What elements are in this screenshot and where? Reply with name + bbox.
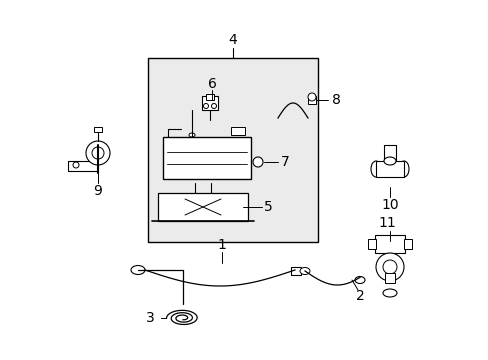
Bar [403, 239, 411, 249]
Circle shape [211, 104, 216, 108]
Circle shape [86, 141, 110, 165]
Ellipse shape [189, 133, 195, 137]
Bar [158, 193, 247, 221]
Circle shape [382, 260, 396, 274]
Bar [375, 161, 403, 177]
Text: 8: 8 [331, 93, 340, 107]
Text: 4: 4 [228, 33, 237, 47]
Bar [383, 145, 395, 161]
Bar [230, 127, 244, 135]
Bar [163, 137, 250, 179]
Circle shape [203, 104, 208, 108]
Bar [384, 273, 394, 283]
Circle shape [92, 147, 104, 159]
Bar [374, 235, 404, 253]
Ellipse shape [398, 161, 408, 177]
Bar [367, 239, 375, 249]
Bar [148, 58, 317, 242]
Bar [290, 267, 301, 275]
Text: 5: 5 [263, 200, 272, 214]
Text: 2: 2 [355, 289, 364, 303]
Text: 6: 6 [207, 77, 216, 91]
Bar [68, 161, 98, 171]
Text: 11: 11 [377, 216, 395, 230]
Ellipse shape [131, 266, 145, 275]
Text: 10: 10 [381, 198, 398, 212]
Ellipse shape [354, 276, 364, 284]
Bar [94, 127, 102, 132]
Bar [202, 96, 218, 110]
Bar [205, 94, 214, 100]
Ellipse shape [299, 267, 309, 275]
Ellipse shape [370, 161, 380, 177]
Circle shape [375, 253, 403, 281]
Text: 7: 7 [280, 155, 289, 169]
Circle shape [73, 162, 79, 168]
Ellipse shape [383, 157, 395, 165]
Text: 3: 3 [146, 311, 155, 325]
Text: 9: 9 [93, 184, 102, 198]
Ellipse shape [382, 289, 396, 297]
Text: 1: 1 [217, 238, 226, 252]
Circle shape [252, 157, 263, 167]
Circle shape [307, 93, 315, 101]
Bar [307, 96, 315, 104]
